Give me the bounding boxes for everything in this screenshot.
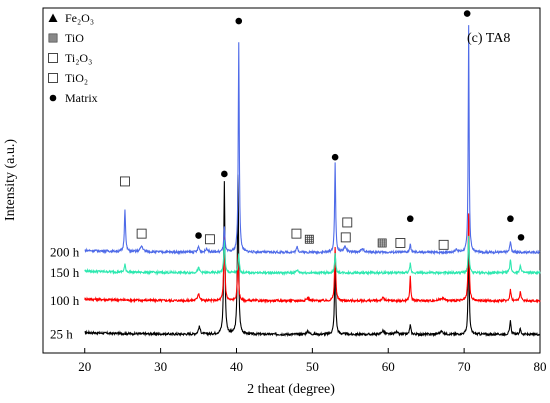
legend-label: TiO (65, 31, 84, 45)
series-line (84, 213, 541, 304)
legend-marker (48, 33, 58, 43)
x-axis-ticks: 20 30 40 50 60 70 80 (78, 348, 547, 374)
series-line (84, 235, 541, 276)
legend-label: Fe₂O₃ (65, 11, 94, 25)
matrix-marker (221, 170, 228, 178)
curve-label: 200 h (50, 244, 80, 259)
legend-label: TiO₂ (65, 71, 88, 85)
curve-labels: 25 h 100 h 150 h 200 h (50, 244, 80, 341)
x-axis-title: 2 theat (degree) (247, 382, 335, 397)
oxide-marker (340, 232, 351, 243)
x-tick-label: 30 (154, 359, 167, 374)
matrix-marker (463, 10, 471, 17)
y-axis-title: Intensity (a.u.) (3, 139, 18, 221)
tio-marker (377, 238, 387, 248)
matrix-marker (195, 232, 202, 239)
oxide-marker (342, 217, 353, 228)
curve-label: 25 h (50, 326, 73, 341)
x-tick-label: 70 (458, 359, 471, 374)
curve-label: 150 h (50, 265, 80, 280)
oxide-marker (119, 176, 130, 187)
oxide-marker (395, 238, 406, 248)
matrix-marker (235, 17, 243, 25)
x-tick-label: 40 (230, 359, 243, 374)
legend: Fe₂O₃ TiO Ti₂O₃ TiO₂ Matrix (48, 11, 98, 105)
legend-label: Ti₂O₃ (65, 51, 92, 65)
plot-frame (42, 7, 541, 354)
oxide-marker (438, 239, 449, 250)
x-tick-label: 50 (306, 359, 319, 374)
series-line (84, 25, 541, 256)
oxide-marker (204, 234, 215, 245)
matrix-marker (331, 153, 339, 161)
series-layer (84, 25, 541, 338)
series-line (84, 174, 541, 338)
matrix-marker (517, 234, 525, 241)
legend-marker (48, 53, 58, 63)
legend-marker (48, 73, 58, 83)
x-tick-label: 60 (382, 359, 395, 374)
matrix-marker (507, 215, 514, 223)
oxide-marker (291, 228, 302, 239)
matrix-marker (406, 215, 414, 223)
x-tick-label: 20 (78, 359, 91, 374)
panel-label: (c) TA8 (467, 31, 510, 46)
x-tick-label: 80 (534, 359, 547, 374)
tio-marker (304, 234, 314, 244)
legend-marker (48, 13, 58, 22)
legend-label: Matrix (65, 91, 98, 105)
curve-label: 100 h (50, 293, 80, 308)
legend-marker (49, 94, 57, 102)
oxide-marker (136, 228, 147, 239)
phase-markers (119, 10, 525, 250)
